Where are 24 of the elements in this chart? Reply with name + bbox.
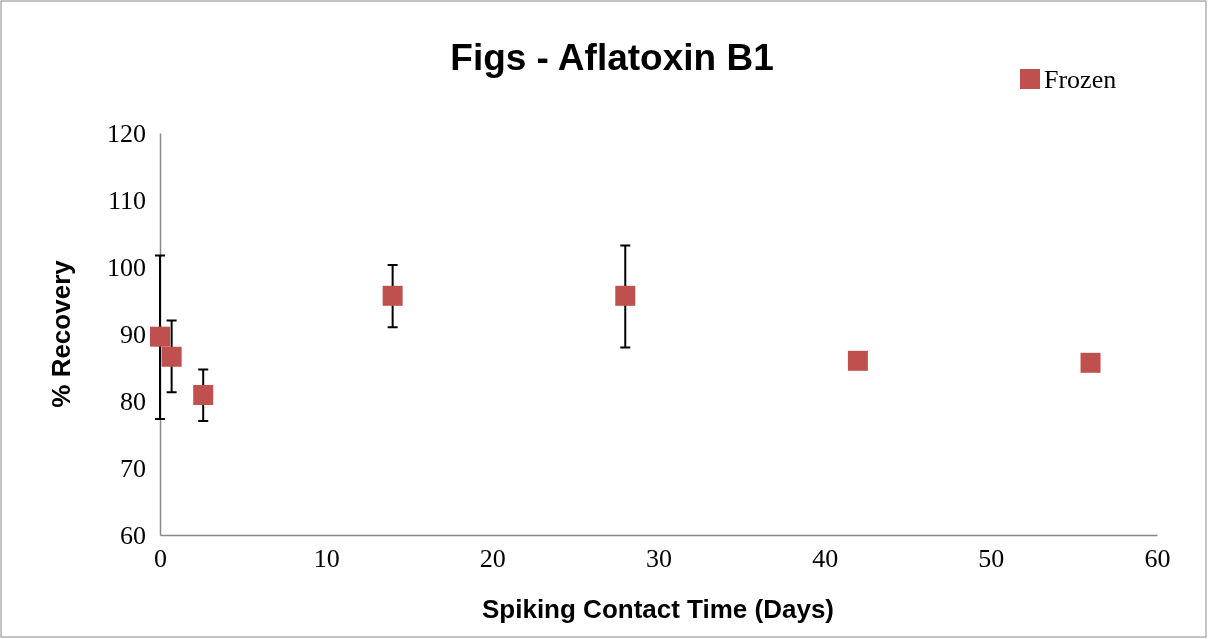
chart-title: Figs - Aflatoxin B1	[450, 37, 774, 78]
x-tick-label: 20	[479, 544, 506, 574]
point	[382, 285, 403, 306]
y-tick-label: 120	[107, 118, 146, 148]
point	[615, 285, 636, 306]
legend-label: Frozen	[1044, 65, 1117, 94]
point	[1080, 352, 1101, 373]
y-tick-label: 100	[107, 252, 146, 282]
point	[161, 346, 182, 367]
x-tick-label: 50	[978, 544, 1005, 574]
y-axis-title: % Recovery	[46, 259, 76, 408]
x-tick-label: 0	[154, 544, 167, 574]
y-tick-label: 90	[120, 319, 146, 349]
point	[193, 384, 214, 405]
y-tick-label: 110	[107, 185, 146, 215]
x-tick-label: 10	[313, 544, 340, 574]
x-axis-title: Spiking Contact Time (Days)	[481, 594, 835, 624]
y-tick-label: 60	[120, 520, 146, 550]
x-tick-label: 30	[646, 544, 672, 574]
x-tick-label: 40	[812, 544, 839, 574]
point	[847, 350, 868, 371]
y-tick-label: 70	[120, 453, 146, 483]
y-tick-label: 80	[120, 386, 146, 416]
x-tick-label: 60	[1144, 544, 1171, 574]
